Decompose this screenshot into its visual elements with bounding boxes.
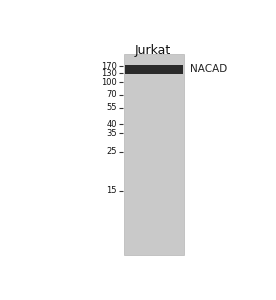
Text: 100: 100 bbox=[101, 78, 117, 87]
Text: 15: 15 bbox=[106, 186, 117, 195]
Text: 55: 55 bbox=[106, 103, 117, 112]
Bar bbox=[124, 55, 184, 256]
Text: 70: 70 bbox=[106, 90, 117, 99]
Text: Jurkat: Jurkat bbox=[135, 44, 171, 57]
Text: 170: 170 bbox=[101, 61, 117, 70]
Text: NACAD: NACAD bbox=[190, 64, 227, 74]
Text: 130: 130 bbox=[101, 69, 117, 78]
Text: 25: 25 bbox=[106, 147, 117, 156]
Text: 35: 35 bbox=[106, 129, 117, 138]
Bar bbox=[125, 65, 183, 74]
Text: 40: 40 bbox=[106, 120, 117, 129]
